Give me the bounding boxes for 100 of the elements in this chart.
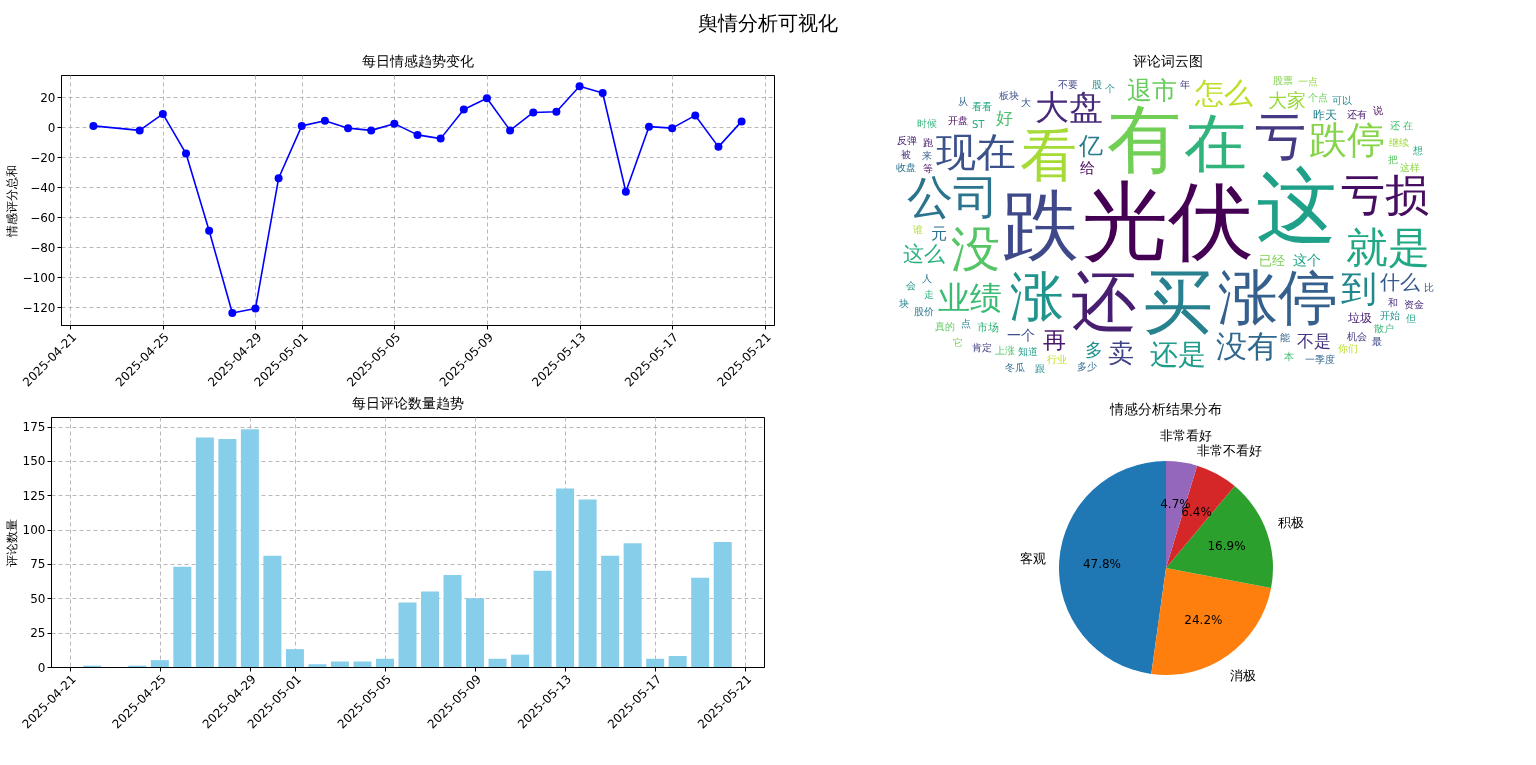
text: 来: [922, 150, 933, 162]
text: 知道: [1018, 346, 1039, 358]
bar: [240, 429, 259, 667]
text: 开盘: [948, 114, 969, 126]
point: [714, 142, 723, 151]
point: [691, 111, 700, 120]
text: 肯定: [971, 341, 992, 353]
y-tick-label: −80: [30, 240, 56, 255]
slice-label: 消极: [1230, 668, 1257, 684]
bar: [511, 654, 530, 667]
bar: [195, 437, 214, 667]
text: 垃圾: [1346, 310, 1372, 325]
text: 年: [1180, 79, 1191, 91]
bar: [668, 656, 687, 667]
point: [668, 124, 677, 133]
text: 看: [1019, 122, 1077, 189]
text: 时候: [916, 118, 937, 130]
text: 多: [1084, 339, 1103, 361]
bar: [308, 664, 327, 667]
text: 人: [922, 272, 933, 284]
bar: [646, 658, 665, 667]
bar: [330, 661, 349, 667]
text: 还: [1070, 262, 1137, 341]
text: 上涨: [995, 344, 1016, 356]
point: [344, 124, 353, 133]
point: [274, 174, 283, 183]
text: 谁: [913, 224, 924, 236]
point: [205, 226, 214, 235]
bar: [488, 658, 507, 667]
text: 一个: [1006, 327, 1035, 344]
y-tick-label: 75: [30, 557, 46, 572]
data-label: 47.8%: [1082, 556, 1122, 571]
bar: [691, 577, 710, 667]
y-tick-label: 150: [22, 454, 46, 469]
bar: [398, 602, 417, 667]
text: 一季度: [1304, 353, 1335, 365]
text: 收盘: [896, 162, 917, 174]
text: 什么: [1379, 269, 1421, 294]
point: [182, 149, 191, 158]
text: 还是: [1149, 338, 1206, 372]
text: 可以: [1331, 94, 1352, 106]
text: 没有: [1216, 328, 1279, 365]
text: 开始: [1379, 309, 1400, 321]
text: 从: [958, 95, 969, 107]
y-tick-label: 175: [22, 420, 46, 435]
bar: [263, 555, 282, 667]
text: 涨: [1010, 265, 1065, 329]
text: 不是: [1297, 330, 1332, 351]
bar: [713, 542, 732, 667]
text: 好: [995, 109, 1013, 129]
point: [644, 122, 653, 131]
point: [320, 116, 329, 125]
y-axis-title: 情感评分总和: [4, 164, 19, 238]
point: [529, 108, 538, 117]
text: 等: [922, 162, 933, 174]
text: 亿: [1078, 132, 1104, 161]
text: 被: [900, 148, 911, 160]
bar: [443, 574, 462, 667]
text: 继续: [1388, 137, 1409, 149]
text: 会: [906, 280, 917, 292]
text: 最: [1371, 335, 1382, 347]
y-tick-label: 25: [30, 626, 46, 641]
text: 还有: [1346, 109, 1367, 121]
text: 不要: [1057, 78, 1078, 90]
bar: [466, 598, 485, 667]
slice-label: 客观: [1020, 550, 1047, 566]
bar: [285, 649, 304, 667]
text: 股价: [914, 305, 935, 317]
point: [413, 130, 422, 139]
point: [390, 119, 399, 128]
y-axis-title: 评论数量: [4, 518, 19, 567]
y-tick-label: −20: [30, 150, 56, 165]
point: [436, 134, 445, 143]
text: 真的: [934, 321, 955, 333]
text: 舆情分析可视化: [698, 11, 838, 35]
bar: [375, 658, 394, 667]
text: 说: [1373, 105, 1384, 117]
y-tick-label: 0: [47, 120, 56, 135]
slice-label: 非常看好: [1159, 428, 1212, 444]
text: 大: [1021, 97, 1032, 108]
data-label: 24.2%: [1184, 613, 1223, 628]
text: 但: [1405, 312, 1416, 324]
text: 能: [1280, 331, 1291, 344]
text: 业绩: [938, 279, 1003, 318]
bar: [623, 543, 642, 667]
point: [89, 121, 98, 130]
point: [228, 309, 237, 318]
text: 评论词云图: [1132, 53, 1203, 69]
text: 板块: [997, 89, 1019, 101]
text: 还 在: [1389, 119, 1413, 131]
bar: [150, 660, 169, 667]
point: [598, 88, 607, 97]
text: 机会: [1347, 330, 1368, 342]
point: [575, 82, 584, 91]
text: 走: [924, 288, 935, 300]
bar: [421, 591, 440, 667]
text: 反弹: [897, 135, 918, 146]
text: 跑: [923, 137, 934, 149]
text: 昨天: [1312, 107, 1337, 122]
bar: [173, 566, 192, 667]
